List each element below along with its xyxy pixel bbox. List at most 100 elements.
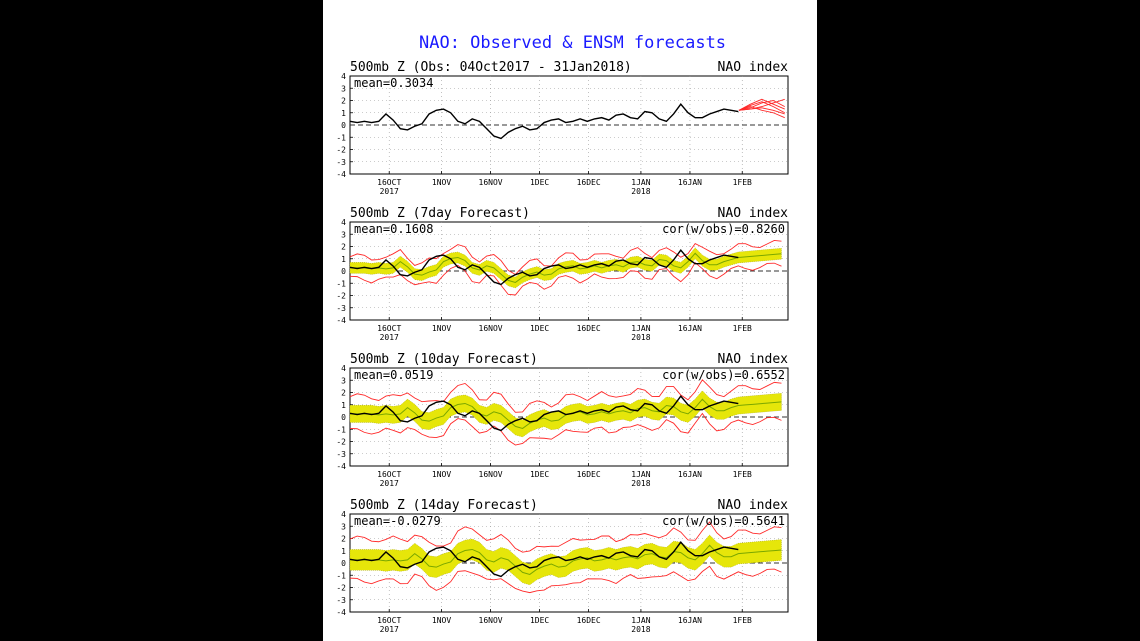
mean-label: mean=0.0519	[354, 368, 433, 382]
y-tick-label: 4	[341, 72, 346, 81]
x-tick-label: 1JAN	[631, 178, 650, 187]
x-tick-label: 16NOV	[479, 324, 503, 333]
correlation-label: cor(w/obs)=0.6552	[662, 368, 785, 382]
y-tick-label: 1	[341, 109, 346, 118]
panel-3: 500mb Z (14day Forecast) NAO index -4 -3 -2 -…	[336, 498, 789, 634]
member-envelope-line	[349, 565, 782, 594]
x-tick-label: 1JAN	[631, 616, 650, 625]
member-envelope-line	[349, 261, 782, 296]
panel-heading: 500mb Z (10day Forecast)	[350, 352, 538, 367]
x-tick-label: 1NOV	[432, 470, 451, 479]
observed-line	[349, 249, 739, 286]
nao-figure: NAO: Observed & ENSM forecasts 500mb Z (…	[336, 33, 789, 634]
y-tick-label: 4	[341, 218, 346, 227]
panel-right-label: NAO index	[718, 60, 789, 75]
y-tick-label: -1	[336, 571, 346, 580]
panel-heading: 500mb Z (7day Forecast)	[350, 206, 530, 221]
observed-line	[349, 103, 739, 140]
correlation-label: cor(w/obs)=0.5641	[662, 514, 785, 528]
y-tick-label: -3	[336, 450, 346, 459]
panel-2: 500mb Z (10day Forecast) NAO index -4 -3 -2 -…	[336, 352, 789, 488]
observed-line	[349, 541, 739, 578]
x-tick-label: 1DEC	[530, 470, 549, 479]
panel-right-label: NAO index	[718, 206, 789, 221]
ensemble-mean-line	[350, 252, 782, 284]
panel-0: 500mb Z (Obs: 04Oct2017 - 31Jan2018) NAO …	[336, 60, 789, 196]
mean-label: mean=0.1608	[354, 222, 433, 236]
member-envelope-line	[349, 239, 782, 276]
y-tick-label: -4	[336, 170, 346, 179]
y-tick-label: 2	[341, 535, 346, 544]
x-tick-label: 16DEC	[577, 178, 601, 187]
x-tick-label: 1FEB	[733, 470, 752, 479]
y-tick-label: -3	[336, 158, 346, 167]
y-tick-label: -4	[336, 462, 346, 471]
ensemble-member-line	[738, 106, 785, 119]
panel-right-label: NAO index	[718, 352, 789, 367]
ensemble-member-line	[738, 101, 785, 114]
y-tick-label: -2	[336, 438, 346, 447]
x-tick-label: 1FEB	[733, 616, 752, 625]
y-tick-label: -1	[336, 425, 346, 434]
x-tick-label: 16JAN	[678, 616, 702, 625]
x-tick-year: 2018	[631, 479, 650, 488]
y-tick-label: -1	[336, 133, 346, 142]
x-tick-label: 16OCT	[377, 324, 401, 333]
ensemble-member-line	[738, 100, 785, 111]
member-envelope-line	[349, 379, 782, 413]
x-tick-label: 1NOV	[432, 324, 451, 333]
x-tick-label: 1FEB	[733, 324, 752, 333]
y-tick-label: 3	[341, 522, 346, 531]
x-tick-label: 16OCT	[377, 616, 401, 625]
x-tick-label: 16DEC	[577, 616, 601, 625]
y-tick-label: 4	[341, 364, 346, 373]
y-tick-label: 0	[341, 267, 346, 276]
y-tick-label: -3	[336, 596, 346, 605]
y-tick-label: 1	[341, 401, 346, 410]
ensemble-mean-line	[350, 544, 782, 576]
panel-1: 500mb Z (7day Forecast) NAO index -4 -3 -2 -1…	[336, 206, 789, 342]
ensemble-member-line	[738, 107, 785, 115]
y-tick-label: -2	[336, 292, 346, 301]
y-tick-label: -4	[336, 316, 346, 325]
x-tick-label: 1DEC	[530, 324, 549, 333]
x-tick-label: 1DEC	[530, 616, 549, 625]
x-tick-label: 1JAN	[631, 324, 650, 333]
y-tick-label: 2	[341, 389, 346, 398]
y-tick-label: 1	[341, 255, 346, 264]
x-tick-year: 2017	[380, 187, 399, 196]
x-tick-year: 2017	[380, 333, 399, 342]
x-tick-label: 16OCT	[377, 470, 401, 479]
mean-label: mean=-0.0279	[354, 514, 441, 528]
y-tick-label: 0	[341, 413, 346, 422]
panels: 500mb Z (Obs: 04Oct2017 - 31Jan2018) NAO …	[336, 60, 789, 634]
y-tick-label: 3	[341, 230, 346, 239]
y-tick-label: -3	[336, 304, 346, 313]
x-tick-label: 1NOV	[432, 178, 451, 187]
correlation-label: cor(w/obs)=0.8260	[662, 222, 785, 236]
figure-sheet: NAO: Observed & ENSM forecasts 500mb Z (…	[323, 0, 817, 641]
y-tick-label: 3	[341, 376, 346, 385]
y-tick-label: 2	[341, 97, 346, 106]
x-tick-year: 2018	[631, 333, 650, 342]
x-tick-year: 2017	[380, 625, 399, 634]
x-tick-year: 2018	[631, 625, 650, 634]
y-tick-label: 0	[341, 559, 346, 568]
y-tick-label: 2	[341, 243, 346, 252]
mean-label: mean=0.3034	[354, 76, 433, 90]
y-tick-label: 0	[341, 121, 346, 130]
x-tick-label: 16JAN	[678, 324, 702, 333]
x-tick-label: 16NOV	[479, 616, 503, 625]
y-tick-label: -1	[336, 279, 346, 288]
x-tick-label: 1NOV	[432, 616, 451, 625]
y-tick-label: -2	[336, 146, 346, 155]
y-tick-label: 3	[341, 84, 346, 93]
y-tick-label: -2	[336, 584, 346, 593]
x-tick-label: 16NOV	[479, 178, 503, 187]
x-tick-label: 16JAN	[678, 470, 702, 479]
y-tick-label: 4	[341, 510, 346, 519]
y-tick-label: -4	[336, 608, 346, 617]
x-tick-label: 16OCT	[377, 178, 401, 187]
panel-heading: 500mb Z (14day Forecast)	[350, 498, 538, 513]
x-tick-year: 2017	[380, 479, 399, 488]
